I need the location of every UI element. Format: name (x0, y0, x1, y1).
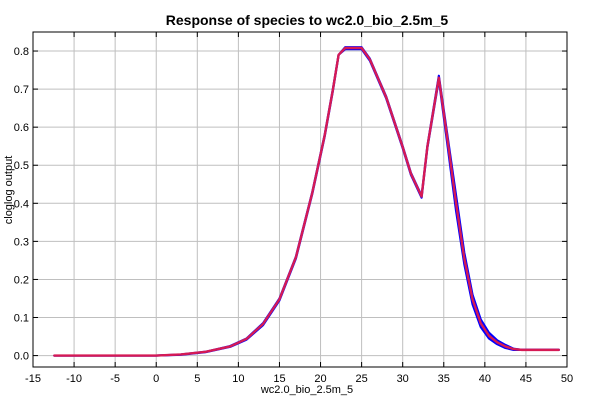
y-tick-label: 0.3 (14, 236, 29, 248)
x-tick-label: 20 (314, 373, 326, 385)
series-lines (53, 46, 560, 357)
x-tick-label: -5 (110, 373, 120, 385)
x-tick-label: 10 (232, 373, 244, 385)
chart-title: Response of species to wc2.0_bio_2.5m_5 (166, 12, 449, 28)
x-tick-label: 45 (520, 373, 532, 385)
x-tick-label: 0 (153, 373, 159, 385)
x-tick-label: 40 (479, 373, 491, 385)
y-tick-label: 0.4 (14, 198, 29, 210)
x-tick-label: 30 (397, 373, 409, 385)
x-tick-label: -15 (25, 373, 41, 385)
y-tick-label: 0.2 (14, 274, 29, 286)
y-tick-label: 0.8 (14, 46, 29, 58)
y-tick-label: 0.7 (14, 84, 29, 96)
x-tick-label: 25 (355, 373, 367, 385)
y-tick-label: 0.6 (14, 122, 29, 134)
axis-ticks: -15 -10 -5 0 5 10 15 20 25 30 35 40 45 50 0.0 0.1 0.2 0.3… (14, 32, 573, 385)
x-tick-label: -10 (66, 373, 82, 385)
x-tick-label: 15 (273, 373, 285, 385)
plot-frame (32, 31, 568, 368)
series-line-mean (53, 46, 560, 357)
y-tick-label: 0.0 (14, 351, 29, 363)
y-tick-label: 0.1 (14, 313, 29, 325)
y-tick-label: 0.5 (14, 160, 29, 172)
x-tick-label: 50 (561, 373, 573, 385)
y-axis-label: cloglog output (3, 156, 15, 225)
x-tick-label: 5 (194, 373, 200, 385)
x-tick-label: 35 (438, 373, 450, 385)
x-axis-label: wc2.0_bio_2.5m_5 (260, 384, 353, 396)
